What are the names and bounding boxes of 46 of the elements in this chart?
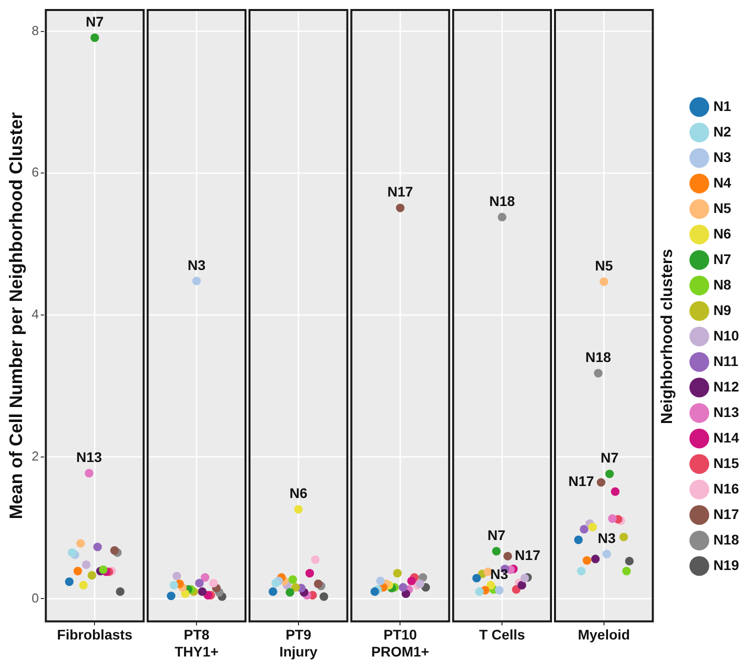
annotation: N13 xyxy=(76,449,102,466)
x-tick-label: PT10 PROM1+ xyxy=(371,626,430,660)
legend-label: N18 xyxy=(713,531,740,548)
x-tick-label: PT8 THY1+ xyxy=(174,626,219,660)
annotation: N7 xyxy=(487,527,506,544)
legend-label: N3 xyxy=(713,148,732,165)
legend-label: N2 xyxy=(713,123,732,140)
legend-label: N1 xyxy=(713,98,732,114)
y-tick-label: 6 xyxy=(32,164,39,180)
x-tick-label: Myeloid xyxy=(578,626,630,643)
legend-label: N9 xyxy=(713,302,732,318)
annotation: N17 xyxy=(387,184,414,200)
legend-label: N13 xyxy=(713,404,740,420)
legend-label: N15 xyxy=(713,454,740,471)
annotation: N3 xyxy=(598,530,616,546)
legend-label: N7 xyxy=(713,250,732,267)
annotation: N3 xyxy=(490,566,508,582)
annotation: N17 xyxy=(514,547,541,564)
legend-label: N14 xyxy=(713,429,740,446)
y-tick-label: 4 xyxy=(32,306,39,322)
annotation: N17 xyxy=(568,473,594,490)
annotation: N5 xyxy=(594,258,614,274)
legend-label: N19 xyxy=(713,556,740,573)
legend-label: N17 xyxy=(713,506,740,522)
annotation: N7 xyxy=(86,14,104,30)
annotation: N18 xyxy=(585,349,612,366)
legend-label: N5 xyxy=(713,200,732,216)
annotation: N6 xyxy=(289,485,308,502)
x-tick-label: Fibroblasts xyxy=(57,626,133,643)
x-tick-label: T Cells xyxy=(479,626,526,643)
x-tick-label: PT9 Injury xyxy=(279,626,318,660)
y-tick-label: 0 xyxy=(32,590,39,606)
legend-title: Neighborhood clusters xyxy=(659,248,676,424)
legend-label: N4 xyxy=(713,174,732,190)
annotation: N7 xyxy=(600,450,619,466)
legend-label: N8 xyxy=(713,276,732,292)
y-tick-label: 8 xyxy=(32,22,39,38)
legend-label: N16 xyxy=(713,480,740,496)
annotation: N3 xyxy=(188,256,206,273)
y-axis-title: Mean of Cell Number per Neighborhood Cluster xyxy=(6,112,26,520)
legend-label: N11 xyxy=(713,352,738,369)
legend-label: N6 xyxy=(713,225,732,242)
legend-label: N12 xyxy=(713,378,740,394)
y-tick-label: 2 xyxy=(32,448,39,464)
annotation: N18 xyxy=(489,192,516,209)
legend-label: N10 xyxy=(713,327,740,344)
